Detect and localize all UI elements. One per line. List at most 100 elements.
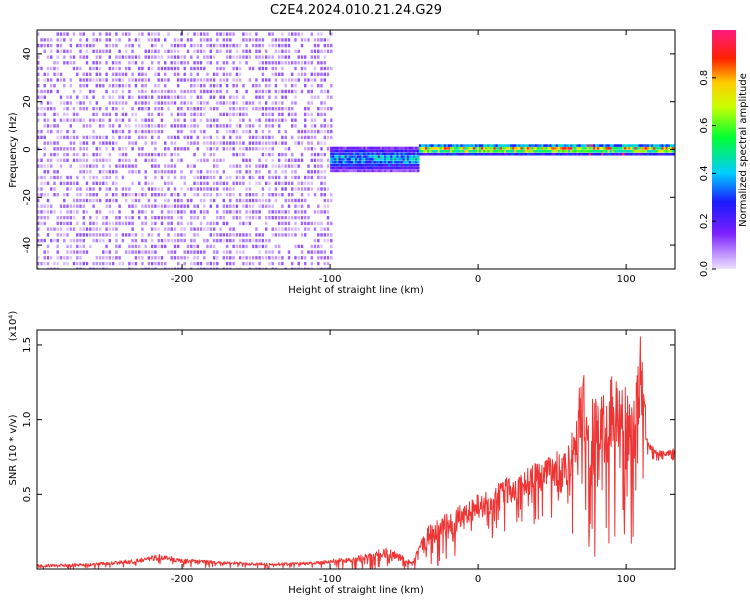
heatmap-cell [144,267,147,269]
heatmap-cell [72,129,76,134]
heatmap-cell [454,152,457,156]
heatmap-cell [644,147,648,150]
heatmap-cell [265,238,268,243]
heatmap-cell [225,175,229,180]
heatmap-cell [294,124,297,128]
heatmap-cell [222,66,225,71]
heatmap-cell [317,244,320,249]
heatmap-cell [313,221,317,226]
heatmap-cell [294,204,297,208]
heatmap-cell [85,107,89,111]
heatmap-cell [124,187,128,191]
heatmap-cell [128,187,131,191]
heatmap-cell [63,78,66,82]
heatmap-cell [43,170,46,174]
heatmap-cell [63,221,66,226]
heatmap-cell [108,233,111,237]
heatmap-cell [413,152,416,155]
heatmap-cell [304,256,307,260]
heatmap-cell [216,204,219,208]
heatmap-cell [476,144,480,147]
heatmap-cell [630,144,633,147]
heatmap-cell [206,135,209,140]
heatmap-cell [98,233,102,237]
heatmap-cell [365,152,368,155]
heatmap-cell [342,166,345,170]
heatmap-cell [66,135,69,140]
heatmap-cell [404,146,408,150]
heatmap-cell [138,198,141,203]
heatmap-cell [580,152,583,156]
heatmap-cell [154,227,157,231]
heatmap-cell [348,163,352,167]
heatmap-cell [170,43,173,48]
heatmap-cell [111,141,115,145]
heatmap-cell [151,244,154,249]
heatmap-cell [222,112,225,117]
heatmap-cell [46,129,50,134]
heatmap-cell [648,152,652,156]
heatmap-cell [268,61,271,65]
heatmap-cell [307,221,310,226]
heatmap-cell [212,267,216,269]
heatmap-cell [310,187,313,191]
heatmap-cell [555,147,559,150]
heatmap-cell [167,227,170,231]
heatmap-cell [40,181,43,185]
heatmap-cell [225,55,229,59]
heatmap-cell [72,118,76,122]
heatmap-cell [429,150,432,153]
heatmap-cell [657,144,660,147]
heatmap-cell [53,181,56,185]
heatmap-cell [115,164,118,168]
heatmap-cell [549,144,552,147]
heatmap-cell [105,193,108,197]
heatmap-cell [56,72,59,76]
heatmap-cell [258,118,261,122]
y-tick-label: -20 [22,189,33,205]
heatmap-cell [131,55,134,59]
heatmap-cell [170,89,173,94]
heatmap-cell [586,147,590,150]
heatmap-cell [50,38,53,42]
heatmap-cells [37,32,675,269]
heatmap-cell [144,118,147,122]
heatmap-cell [655,150,658,153]
heatmap-cell [193,193,196,197]
heatmap-cell [258,43,261,48]
heatmap-cell [634,152,637,156]
heatmap-cell [332,158,335,161]
heatmap-cell [203,198,206,203]
heatmap-cell [82,198,85,203]
heatmap-cell [173,89,177,94]
heatmap-cell [108,221,111,226]
heatmap-cell [487,147,490,150]
heatmap-cell [371,161,374,164]
heatmap-cell [183,112,186,117]
heatmap-cell [95,101,98,105]
heatmap-cell [147,250,151,254]
heatmap-cell [245,233,248,237]
heatmap-cell [160,221,164,226]
heatmap-cell [43,261,46,266]
heatmap-cell [274,256,278,260]
heatmap-cell [124,147,128,151]
heatmap-cell [121,187,125,191]
heatmap-cell [255,118,258,122]
heatmap-cell [164,78,167,82]
heatmap-cell [43,193,46,197]
heatmap-cell [242,118,245,122]
heatmap-cell [255,238,258,243]
heatmap-cell [363,158,366,161]
heatmap-cell [468,150,471,153]
heatmap-cell [212,170,216,174]
heatmap-cell [408,149,412,153]
heatmap-cell [235,101,239,105]
heatmap-cell [63,204,66,208]
heatmap-cell [404,155,408,158]
heatmap-cell [495,144,498,147]
heatmap-cell [131,170,134,174]
heatmap-cell [278,55,281,59]
heatmap-cell [261,55,265,59]
